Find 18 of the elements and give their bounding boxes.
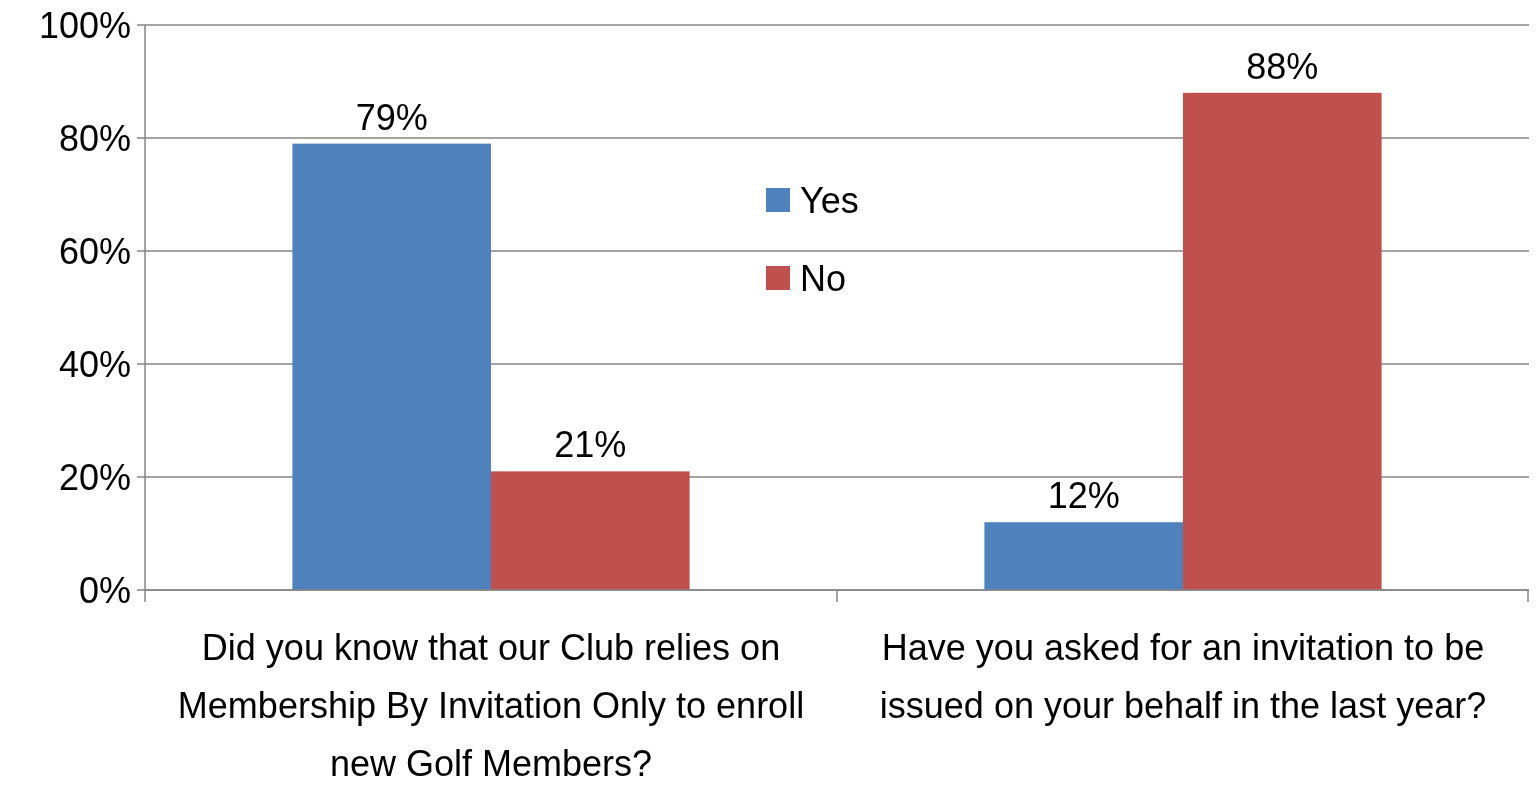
y-tick-label: 40% — [58, 343, 131, 385]
bar — [292, 143, 491, 590]
bar — [491, 471, 690, 590]
legend-label: Yes — [800, 179, 859, 221]
x-tick-label: Have you asked for an invitation to be issued on your behalf in the last year? — [879, 627, 1487, 726]
x-tick-label: Did you know that our Club relies on Membership By Invitation Only to enroll new Golf Members? — [177, 627, 805, 784]
data-label: 79% — [355, 96, 428, 138]
data-label: 88% — [1246, 45, 1319, 87]
y-tick-label: 20% — [58, 456, 131, 498]
y-tick-label: 60% — [58, 230, 131, 272]
y-tick-label: 0% — [78, 569, 131, 611]
data-label: 12% — [1047, 475, 1120, 517]
data-label: 21% — [554, 424, 627, 466]
legend-label: No — [800, 257, 847, 299]
bar — [1183, 92, 1382, 590]
y-tick-label: 80% — [58, 117, 131, 159]
bar — [984, 522, 1183, 590]
y-tick-label: 100% — [38, 4, 131, 46]
